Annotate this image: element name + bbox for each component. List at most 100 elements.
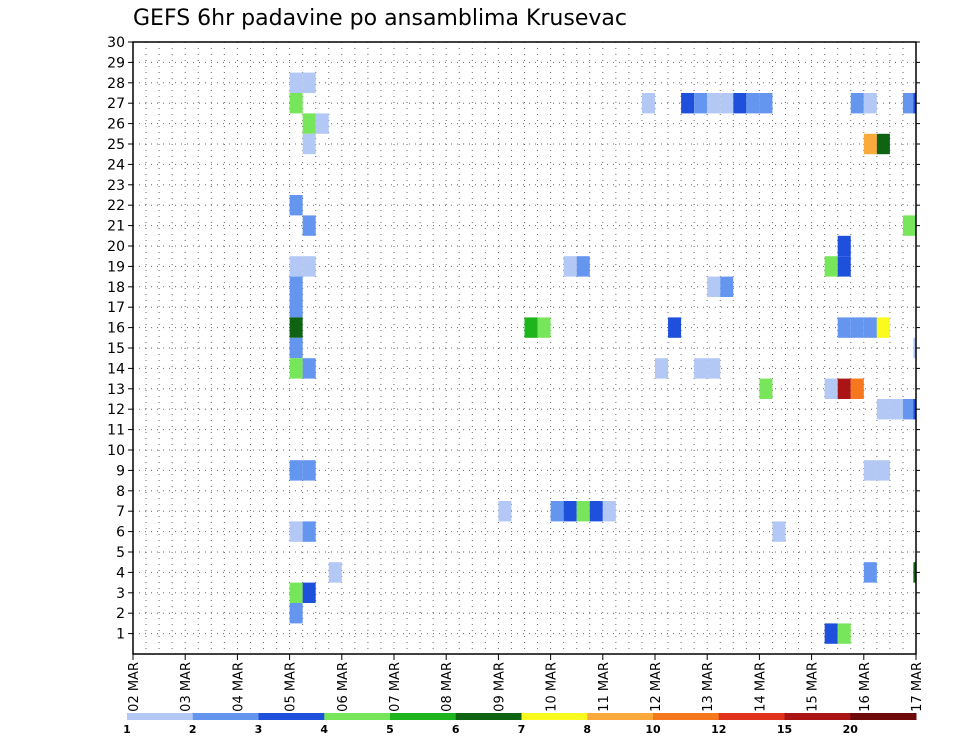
y-tick-label: 24: [107, 157, 125, 173]
x-tick-label: 05 MAR: [284, 662, 299, 712]
colorbar-swatch: [127, 713, 194, 720]
colorbar-label: 20: [843, 723, 859, 736]
precip-cell: [902, 215, 916, 236]
precip-cell: [889, 399, 903, 420]
colorbar-swatch: [192, 713, 259, 720]
colorbar-label: 4: [320, 723, 328, 736]
x-tick-label: 04 MAR: [231, 662, 246, 712]
precip-cell: [759, 378, 773, 399]
precip-cell: [837, 317, 851, 338]
y-tick-label: 4: [116, 565, 125, 581]
y-tick-label: 13: [107, 382, 125, 398]
precip-cell: [289, 93, 303, 114]
y-tick-label: 5: [116, 545, 125, 561]
precip-cell: [524, 317, 538, 338]
precip-cell: [328, 562, 342, 583]
precip-cell: [563, 501, 577, 522]
precip-cell: [602, 501, 616, 522]
precip-cell: [641, 93, 655, 114]
y-tick-label: 1: [116, 627, 125, 643]
y-tick-label: 11: [107, 423, 125, 439]
precip-cell: [863, 460, 877, 481]
precip-cell: [302, 113, 316, 134]
y-tick-label: 12: [107, 402, 125, 418]
precip-cell: [302, 72, 316, 93]
precip-cell: [746, 93, 760, 114]
x-tick-label: 12 MAR: [649, 662, 664, 712]
y-tick-label: 25: [107, 137, 125, 153]
precip-cell: [759, 93, 773, 114]
x-tick-label: 15 MAR: [806, 662, 821, 712]
precip-cell: [302, 256, 316, 277]
y-tick-label: 16: [107, 321, 125, 337]
y-tick-label: 7: [116, 504, 125, 520]
y-tick-label: 27: [107, 96, 125, 112]
precip-cell: [850, 93, 864, 114]
colorbar-label: 10: [645, 723, 661, 736]
x-tick-label: 07 MAR: [388, 662, 403, 712]
y-tick-label: 9: [116, 463, 125, 479]
precip-cell: [694, 93, 708, 114]
y-tick-label: 28: [107, 76, 125, 92]
precip-cell: [289, 276, 303, 297]
precip-cell: [707, 276, 721, 297]
precip-cell: [289, 337, 303, 359]
precip-cell: [289, 297, 303, 318]
y-tick-label: 6: [116, 525, 125, 541]
x-tick-label: 08 MAR: [440, 662, 455, 712]
precip-cell: [863, 93, 877, 114]
precip-cell: [550, 501, 564, 522]
y-tick-label: 23: [107, 178, 125, 194]
precip-cell: [876, 317, 890, 338]
precip-cell: [537, 317, 551, 338]
precip-cell: [576, 501, 590, 522]
x-tick-label: 16 MAR: [858, 662, 873, 712]
y-tick-label: 15: [107, 341, 125, 357]
precip-cell: [315, 113, 329, 134]
precip-cell: [913, 93, 916, 114]
colorbar-label: 6: [452, 723, 460, 736]
y-tick-label: 18: [107, 280, 125, 296]
colorbar-label: 1: [123, 723, 131, 736]
precip-cell: [302, 133, 316, 155]
y-tick-label: 20: [107, 239, 125, 255]
precip-cell: [589, 501, 603, 522]
y-tick-label: 22: [107, 198, 125, 214]
colorbar-label: 12: [711, 723, 726, 736]
precip-cell: [863, 317, 877, 338]
precip-cell: [720, 93, 734, 114]
colorbar-swatch: [718, 713, 785, 720]
precip-cell: [576, 256, 590, 277]
precip-cell: [302, 358, 316, 379]
y-tick-label: 29: [107, 55, 125, 71]
precip-cell: [837, 256, 851, 277]
colorbar-label: 2: [189, 723, 197, 736]
precip-cell: [498, 501, 512, 522]
x-tick-label: 02 MAR: [127, 662, 142, 712]
colorbar-swatch: [784, 713, 851, 720]
y-tick-label: 26: [107, 117, 125, 133]
precip-cell: [913, 337, 916, 359]
precip-cell: [289, 358, 303, 379]
precip-cell: [694, 358, 708, 379]
colorbar-swatch: [587, 713, 654, 720]
precip-cell: [289, 460, 303, 481]
precip-cell: [302, 521, 316, 542]
precip-cell: [302, 460, 316, 481]
precip-cell: [681, 93, 695, 114]
precip-cell: [876, 460, 890, 481]
x-tick-label: 06 MAR: [336, 662, 351, 712]
precip-cell: [302, 582, 316, 603]
x-tick-label: 13 MAR: [701, 662, 716, 712]
precip-cell: [863, 133, 877, 155]
precip-cell: [863, 562, 877, 583]
x-tick-label: 10 MAR: [545, 662, 560, 712]
precip-cell: [289, 582, 303, 603]
x-tick-label: 09 MAR: [492, 662, 507, 712]
precip-cell: [876, 133, 890, 155]
precip-cell: [824, 256, 838, 277]
y-tick-label: 3: [116, 586, 125, 602]
precip-cell: [707, 93, 721, 114]
x-tick-label: 03 MAR: [179, 662, 194, 712]
